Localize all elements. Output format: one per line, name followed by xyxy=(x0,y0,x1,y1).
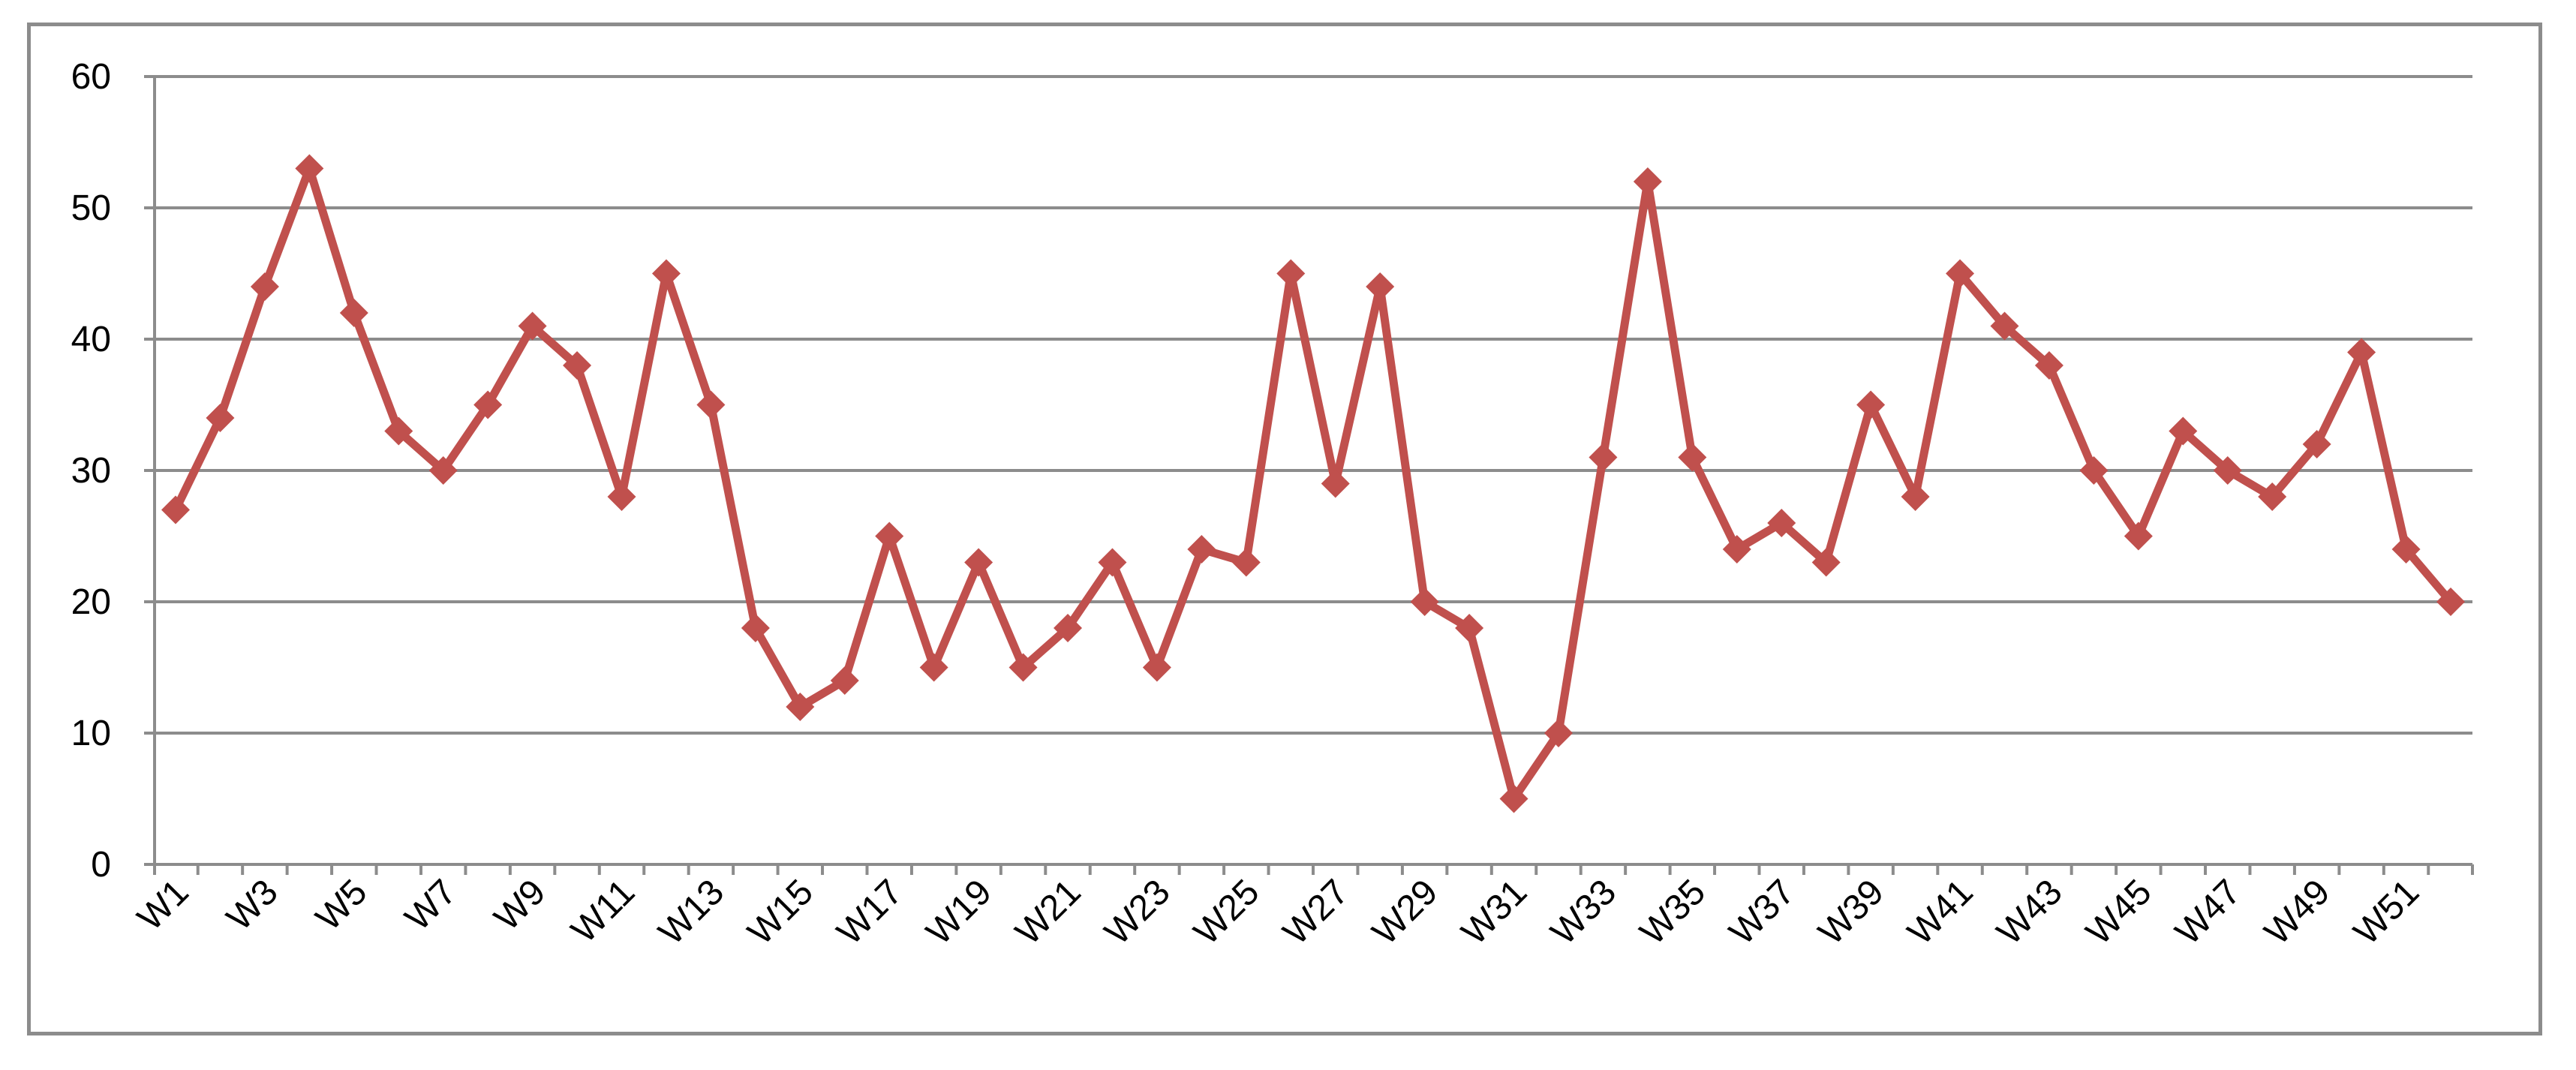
data-point-W31 xyxy=(1499,784,1528,813)
data-point-W41 xyxy=(1946,259,1975,288)
data-point-W49 xyxy=(2302,430,2331,458)
x-tick-label: W27 xyxy=(1276,872,1356,952)
x-tick-label: W13 xyxy=(651,872,732,952)
x-tick-label: W39 xyxy=(1811,872,1892,952)
data-point-W42 xyxy=(1990,311,2019,341)
data-point-W2 xyxy=(206,404,235,432)
x-tick-label: W35 xyxy=(1633,872,1713,952)
series-line-path xyxy=(171,164,2455,803)
data-point-W3 xyxy=(250,272,279,301)
y-tick-label: 60 xyxy=(71,57,111,97)
chart-frame xyxy=(27,23,2542,1035)
x-tick-label: W29 xyxy=(1365,872,1445,952)
x-tick-label: W31 xyxy=(1454,872,1534,952)
x-axis-tick-labels: W1 W3 W5 W7 W9 W11 W13 W15 W17 W19 W21 W23 W25 W27 W29… xyxy=(130,872,2427,952)
x-tick-label: W45 xyxy=(2079,872,2159,952)
x-tick-label: W15 xyxy=(741,872,821,952)
data-point-W17 xyxy=(875,521,904,551)
x-tick-label: W51 xyxy=(2346,872,2427,952)
data-point-W22 xyxy=(1098,548,1127,577)
x-tick-label: W17 xyxy=(830,872,910,952)
data-point-W7 xyxy=(428,456,458,485)
data-point-W37 xyxy=(1767,509,1796,537)
data-point-W48 xyxy=(2258,482,2287,511)
data-point-W46 xyxy=(2169,416,2198,446)
data-point-W39 xyxy=(1856,390,1886,419)
y-tick-label: 20 xyxy=(71,582,111,622)
data-point-W26 xyxy=(1276,259,1306,288)
y-tick-label: 10 xyxy=(71,714,111,753)
data-point-W20 xyxy=(1008,653,1038,682)
data-point-W29 xyxy=(1410,588,1439,616)
data-point-W30 xyxy=(1455,614,1484,642)
x-tick-label: W1 xyxy=(130,872,196,938)
x-tick-label: W21 xyxy=(1008,872,1089,952)
data-point-W34 xyxy=(1633,167,1662,196)
data-point-W45 xyxy=(2124,521,2153,551)
x-tick-label: W43 xyxy=(1989,872,2070,952)
y-tick-label: 40 xyxy=(71,320,111,359)
gridlines xyxy=(155,75,2472,735)
data-point-W13 xyxy=(696,390,726,419)
y-axis-tick-labels: 0 10 20 30 40 50 60 xyxy=(71,57,111,885)
x-tick-label: W19 xyxy=(919,872,999,952)
data-point-W43 xyxy=(2034,351,2064,380)
y-tick-label: 30 xyxy=(71,451,111,491)
x-tick-label: W9 xyxy=(487,872,553,938)
data-point-W11 xyxy=(607,482,636,511)
y-tick-label: 50 xyxy=(71,188,111,228)
data-point-W5 xyxy=(339,299,368,327)
data-point-W9 xyxy=(518,311,547,341)
data-point-W10 xyxy=(563,351,592,380)
data-point-W33 xyxy=(1589,443,1618,472)
data-markers xyxy=(161,154,2465,813)
data-point-W28 xyxy=(1366,272,1395,301)
x-tick-label: W41 xyxy=(1901,872,1981,952)
x-tick-label: W33 xyxy=(1543,872,1624,952)
x-tick-label: W25 xyxy=(1186,872,1267,952)
axes xyxy=(144,75,2474,875)
data-point-W38 xyxy=(1811,548,1841,577)
x-tick-label: W37 xyxy=(1722,872,1802,952)
x-tick-label: W7 xyxy=(398,872,464,938)
data-point-W18 xyxy=(919,653,948,682)
data-point-W23 xyxy=(1142,653,1171,682)
x-tick-label: W23 xyxy=(1097,872,1177,952)
data-point-W4 xyxy=(295,154,324,183)
y-tick-label: 0 xyxy=(91,845,111,885)
data-point-W47 xyxy=(2213,456,2242,485)
x-tick-label: W3 xyxy=(219,872,285,938)
data-point-W50 xyxy=(2347,338,2376,367)
series-line xyxy=(171,164,2455,803)
data-point-W27 xyxy=(1321,469,1350,498)
x-tick-label: W11 xyxy=(564,872,643,951)
x-tick-label: W49 xyxy=(2257,872,2337,952)
data-point-W21 xyxy=(1054,614,1083,642)
data-point-W52 xyxy=(2436,588,2465,616)
data-point-W1 xyxy=(161,495,190,524)
data-point-W14 xyxy=(741,614,770,642)
data-point-W51 xyxy=(2391,535,2421,564)
data-point-W6 xyxy=(384,416,413,446)
x-tick-label: W47 xyxy=(2168,872,2248,952)
data-point-W15 xyxy=(786,693,815,721)
data-point-W19 xyxy=(964,548,993,577)
data-point-W16 xyxy=(830,666,859,695)
data-point-W8 xyxy=(473,390,503,419)
x-tick-label: W5 xyxy=(308,872,374,938)
data-point-W40 xyxy=(1901,482,1930,511)
data-point-W32 xyxy=(1543,719,1573,747)
data-point-W25 xyxy=(1231,548,1261,577)
data-point-W24 xyxy=(1187,535,1216,564)
data-point-W36 xyxy=(1722,535,1751,564)
data-point-W35 xyxy=(1678,443,1707,472)
data-point-W44 xyxy=(2079,456,2109,485)
data-point-W12 xyxy=(651,259,681,288)
